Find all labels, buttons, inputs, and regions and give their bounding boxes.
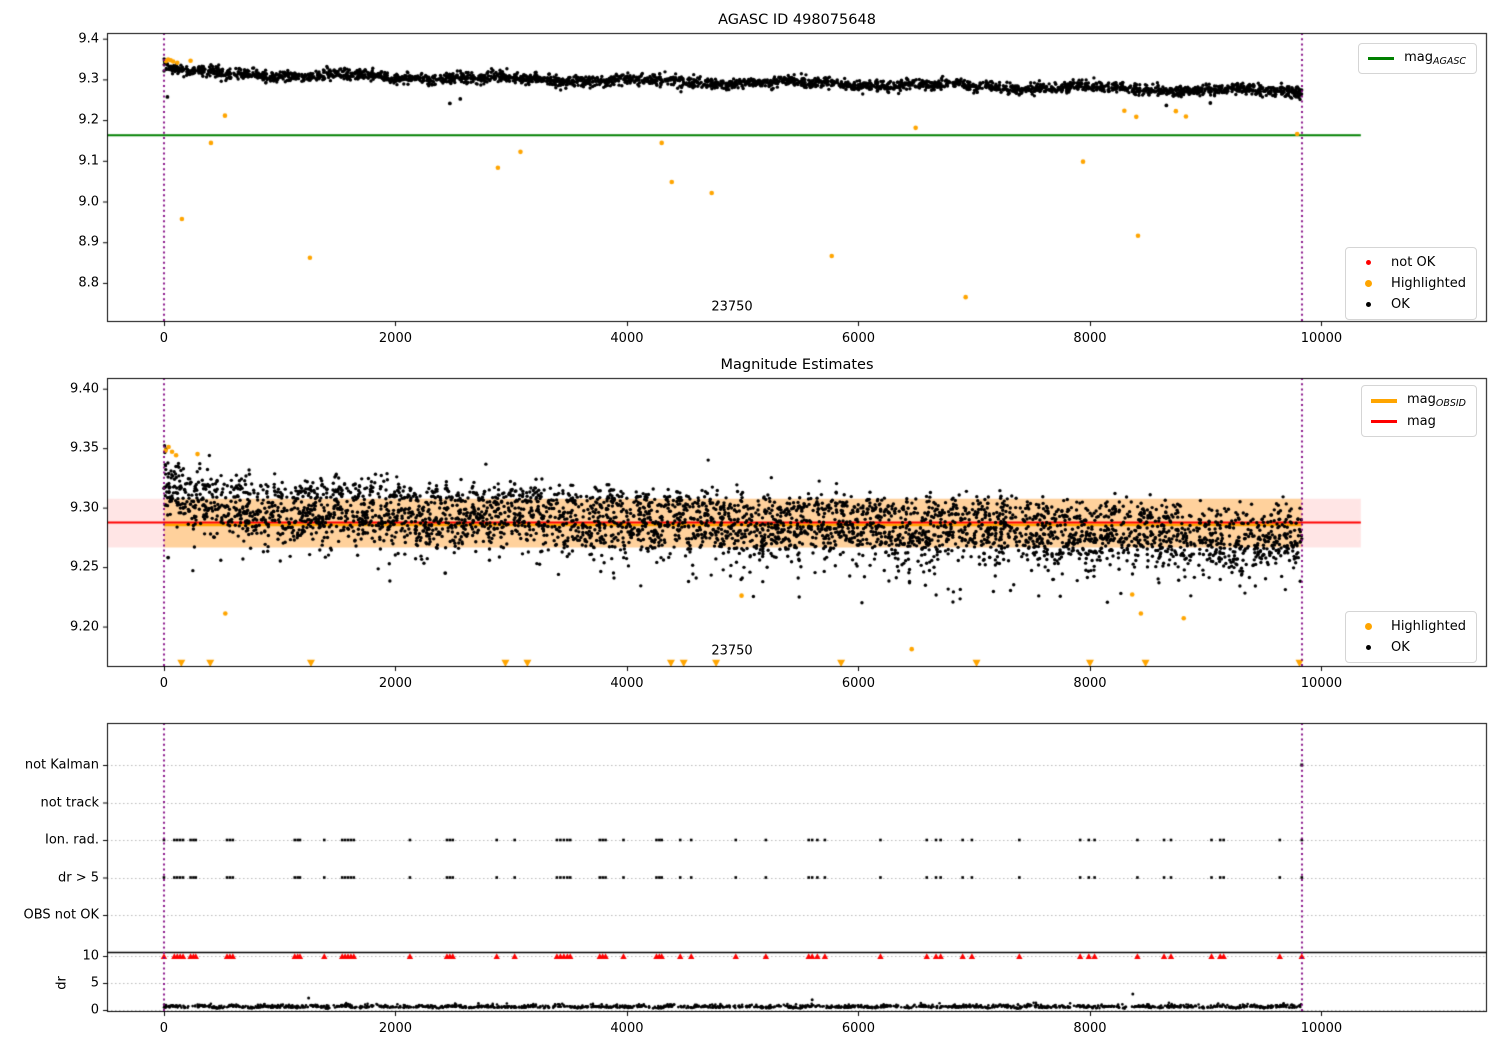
ok-dot-icon xyxy=(1355,302,1381,307)
plot2-xtick-label: 4000 xyxy=(610,676,644,691)
plot3-dr-tick-label: 5 xyxy=(90,975,99,991)
plot2-obsid-annotation: 23750 xyxy=(711,643,753,659)
plot2-ytick-label: 9.20 xyxy=(70,619,99,635)
plot2-ytick-label: 9.35 xyxy=(70,440,99,456)
plot1-xtick-label: 8000 xyxy=(1073,331,1107,346)
legend-label: magAGASC xyxy=(1404,50,1466,67)
plot3-xtick-label: 10000 xyxy=(1300,1021,1343,1036)
mag-line-icon xyxy=(1370,420,1397,423)
plot3-row-label: dr > 5 xyxy=(57,870,99,885)
plot3-row-label: Ion. rad. xyxy=(45,832,99,848)
plot2-xtick-label: 8000 xyxy=(1073,676,1107,691)
highlighted-dot-icon xyxy=(1355,280,1381,287)
plot1-ytick-label: 9.0 xyxy=(78,194,99,209)
plot3-xtick-label: 6000 xyxy=(841,1021,875,1036)
plot1-xtick-label: 10000 xyxy=(1300,331,1343,346)
legend-item-mag: mag xyxy=(1370,411,1466,432)
plot3-xtick-label: 8000 xyxy=(1073,1021,1107,1036)
plot1-xtick-label: 0 xyxy=(159,331,169,346)
plot1-xtick-label: 6000 xyxy=(841,331,875,346)
legend-item-ok: OK xyxy=(1355,637,1466,658)
ok-dot-icon xyxy=(1355,645,1381,650)
plot2-xtick-label: 10000 xyxy=(1300,676,1343,691)
plot1-ytick-label: 9.1 xyxy=(78,153,99,169)
legend-item-mag-agasc: magAGASC xyxy=(1368,48,1466,69)
plot1-obsid-annotation: 23750 xyxy=(711,299,753,315)
plot3-row-label: not Kalman xyxy=(24,757,99,773)
legend-item-not-ok: not OK xyxy=(1355,252,1466,273)
legend-label: Highlighted xyxy=(1391,276,1466,291)
highlighted-dot-icon xyxy=(1355,623,1381,630)
plot1-xtick-label: 2000 xyxy=(378,331,412,346)
legend-item-mag-obsid: magOBSID xyxy=(1370,390,1466,411)
plot3-dr-axis-label: dr xyxy=(54,976,70,990)
plot1-ytick-label: 9.4 xyxy=(78,31,99,47)
plot3-row-label: OBS not OK xyxy=(23,907,100,923)
plot1-ytick-label: 8.9 xyxy=(78,234,99,250)
plot1-ytick-label: 9.3 xyxy=(78,71,99,87)
plot1-ytick-label: 9.2 xyxy=(78,112,99,128)
plot2-marker-legend: Highlighted OK xyxy=(1345,611,1477,663)
plot2-ytick-label: 9.30 xyxy=(70,500,99,516)
legend-item-highlighted: Highlighted xyxy=(1355,273,1466,294)
legend-label: Highlighted xyxy=(1391,619,1466,634)
legend-label: OK xyxy=(1391,297,1410,312)
plot1-marker-legend: not OK Highlighted OK xyxy=(1345,247,1477,320)
legend-item-highlighted: Highlighted xyxy=(1355,616,1466,637)
plot2-ytick-label: 9.40 xyxy=(70,381,99,397)
plot3-dr-tick-label: 0 xyxy=(90,1002,99,1018)
legend-label: magOBSID xyxy=(1406,392,1466,409)
legend-label: mag xyxy=(1406,414,1436,429)
plot3-xtick-label: 4000 xyxy=(610,1021,644,1036)
not-ok-dot-icon xyxy=(1355,260,1381,265)
plot3-xtick-label: 0 xyxy=(159,1021,169,1036)
plot1-ytick-label: 8.8 xyxy=(78,275,99,291)
plot2-title: Magnitude Estimates xyxy=(720,357,874,373)
legend-label: not OK xyxy=(1391,255,1436,270)
mag-agasc-line-icon xyxy=(1368,57,1395,60)
plot2-xtick-label: 6000 xyxy=(841,676,875,691)
plot1-line-legend: magAGASC xyxy=(1358,43,1477,74)
plot2-line-legend: magOBSID mag xyxy=(1360,385,1477,437)
plot3-row-label: not track xyxy=(40,795,99,810)
legend-label: OK xyxy=(1391,640,1410,655)
legend-item-ok: OK xyxy=(1355,294,1466,315)
plot3-xtick-label: 2000 xyxy=(378,1021,412,1036)
plot3-dr-tick-label: 10 xyxy=(82,948,99,964)
mag-obsid-line-icon xyxy=(1370,398,1397,403)
plot1-xtick-label: 4000 xyxy=(610,331,644,346)
plot1-title: AGASC ID 498075648 xyxy=(718,12,876,28)
plot2-ytick-label: 9.25 xyxy=(70,559,99,575)
plot2-xtick-label: 2000 xyxy=(378,676,412,691)
plot2-xtick-label: 0 xyxy=(159,676,169,691)
